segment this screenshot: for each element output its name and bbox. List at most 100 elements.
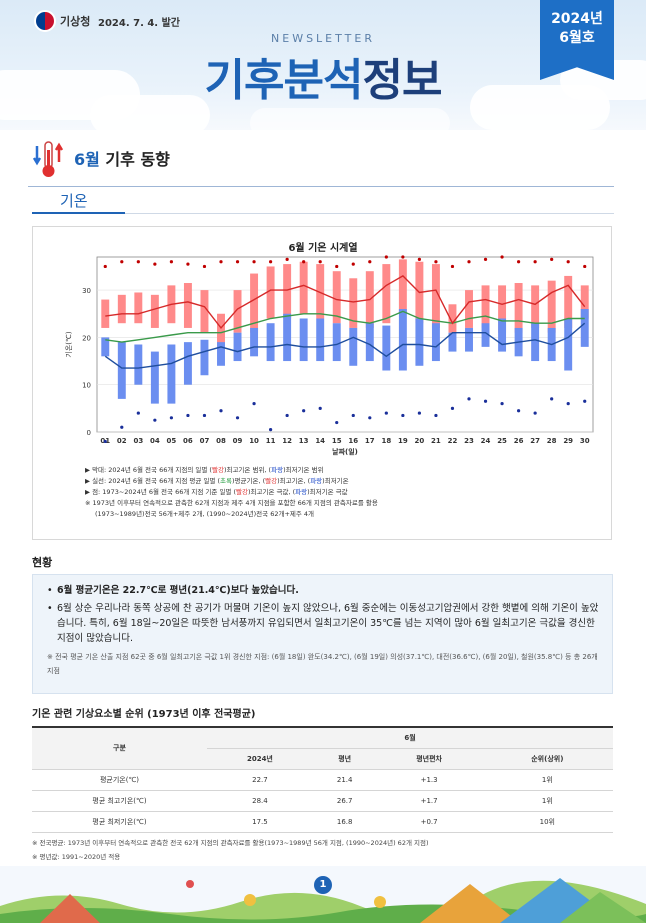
max-temp-bar [217, 313, 225, 347]
record-high-point [269, 260, 273, 264]
status-note: ※ 전국 평균 기온 산출 지점 62곳 중 6월 일최고기온 극값 1위 경신… [47, 653, 598, 675]
x-tick-label: 11 [266, 437, 276, 445]
max-temp-bar [448, 304, 457, 333]
footnote-national-average: ※ 전국평균: 1973년 이후부터 연속적으로 관측한 전국 62개 지점의 … [32, 839, 429, 847]
min-temp-bar [117, 342, 126, 399]
min-temp-bar [481, 323, 490, 347]
max-temp-bar [465, 290, 473, 328]
title-part2: 정보 [362, 55, 442, 106]
min-temp-bar [150, 351, 159, 404]
normal-temp-line [105, 310, 585, 343]
min-temp-bar [415, 318, 424, 366]
max-temp-bar [150, 294, 159, 328]
max-temp-bar [531, 285, 540, 328]
x-tick-label: 20 [415, 437, 425, 445]
newsletter-title: 기후분석정보 [0, 44, 646, 108]
record-high-point [483, 257, 488, 261]
min-temp-bar [365, 323, 374, 362]
chart-note-bars: ▶ 막대: 2024년 6월 전국 66개 지점의 일별 (빨강)최고기온 범위… [85, 466, 324, 474]
max-temp-bar [382, 264, 391, 324]
section-heading-rest: 기후 동향 [99, 150, 170, 169]
record-low-point [533, 411, 537, 415]
record-low-point [335, 420, 339, 425]
record-high-point [186, 262, 190, 266]
record-high-point [169, 260, 173, 264]
x-tick-label: 24 [481, 437, 491, 445]
max-temp-bar [316, 264, 325, 319]
record-low-point [500, 402, 504, 406]
table-header-col: 2024년 [207, 748, 313, 770]
ranking-table: 구분 6월 2024년 평년 평년편차 순위(상위) 평균기온(℃) 22.7 … [32, 726, 613, 833]
record-high-point [285, 257, 289, 261]
min-temp-bar [498, 318, 507, 352]
max-temp-bar [564, 275, 573, 328]
record-high-point [417, 257, 421, 261]
y-axis-label: 기온(℃) [64, 331, 73, 357]
tab-temperature[interactable]: 기온 [60, 192, 88, 210]
table-header-col: 평년편차 [376, 748, 482, 770]
record-high-point [235, 260, 240, 264]
record-low-point [583, 399, 587, 403]
min-temp-bar [564, 318, 573, 371]
min-temp-bar [134, 344, 143, 385]
max-temp-bar [431, 264, 440, 328]
min-temp-bar [167, 344, 176, 404]
issue-month: 6월호 [559, 30, 595, 46]
record-low-point [384, 411, 388, 415]
publish-date: 2024. 7. 4. 발간 [98, 18, 180, 29]
kma-emblem-icon [34, 10, 56, 32]
record-high-point [368, 260, 372, 264]
table-heading: 기온 관련 기상요소별 순위 (1973년 이후 전국평균) [32, 709, 256, 720]
record-low-point [401, 413, 405, 418]
record-low-point [483, 399, 488, 403]
record-low-point [517, 409, 521, 413]
min-temp-bar [283, 313, 292, 362]
footnote-normal: ※ 평년값: 1991~2020년 적용 [32, 853, 121, 861]
x-tick-label: 10 [249, 437, 259, 445]
record-low-point [302, 409, 306, 413]
x-tick-label: 28 [547, 437, 557, 445]
record-low-point [103, 439, 107, 444]
record-low-point [252, 402, 256, 406]
x-tick-label: 13 [299, 437, 309, 445]
record-high-point [202, 264, 207, 269]
min-temp-bar [398, 309, 407, 371]
y-tick-label: 0 [87, 429, 91, 437]
x-tick-label: 04 [150, 437, 160, 445]
max-temp-bar [398, 259, 407, 314]
record-low-point [450, 406, 455, 410]
y-tick-label: 10 [82, 382, 91, 390]
x-tick-label: 02 [117, 437, 127, 445]
kma-logo: 기상청 [34, 10, 90, 32]
y-tick-label: 20 [82, 334, 91, 342]
thermometer-icon [32, 136, 66, 180]
x-tick-label: 12 [282, 437, 292, 445]
record-low-point [136, 411, 140, 415]
record-low-point [550, 397, 554, 401]
tab-underline [32, 212, 125, 214]
x-tick-label: 07 [200, 437, 210, 445]
record-low-point [235, 416, 240, 420]
record-low-point [351, 413, 355, 418]
record-high-point [384, 255, 388, 259]
x-tick-label: 05 [167, 437, 177, 445]
newsletter-label: NEWSLETTER [271, 32, 375, 45]
x-tick-label: 17 [365, 437, 375, 445]
x-tick-label: 16 [348, 437, 358, 445]
y-tick-label: 30 [82, 287, 91, 295]
min-temp-bar [299, 318, 308, 362]
divider [125, 213, 614, 214]
table-header-category: 구분 [32, 727, 207, 770]
x-tick-label: 21 [431, 437, 441, 445]
record-low-point [120, 425, 124, 429]
record-low-point [219, 409, 223, 413]
max-temp-bar [266, 266, 275, 319]
record-high-point [517, 260, 521, 264]
divider [28, 186, 614, 187]
record-low-point [434, 413, 438, 418]
x-tick-label: 15 [332, 437, 342, 445]
max-temp-bar [117, 294, 126, 324]
record-low-point [169, 416, 173, 420]
min-temp-bar [431, 323, 440, 362]
min-temp-bar [183, 342, 192, 385]
